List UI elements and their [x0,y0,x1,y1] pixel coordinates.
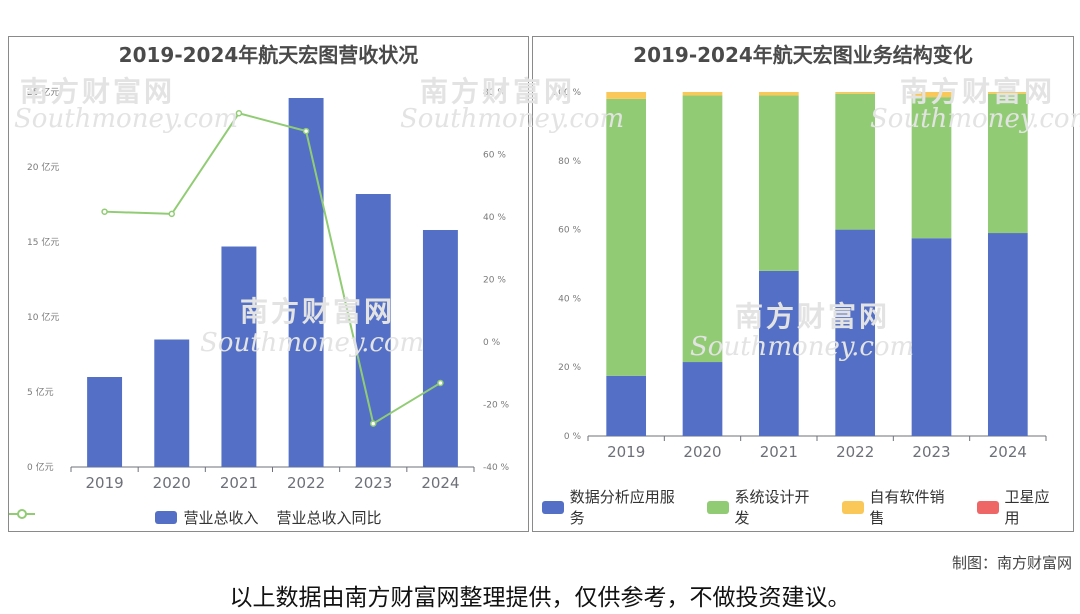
x-tick-label: 2024 [421,474,459,492]
x-tick-label: 2020 [683,443,721,461]
structure-chart-title: 2019-2024年航天宏图业务结构变化 [633,43,973,67]
revenue-chart-title: 2019-2024年航天宏图营收状况 [118,43,419,67]
y-left-tick-label: 0 亿元 [27,461,54,473]
stacked-bar-segment-0 [758,270,799,436]
y-right-tick-label: 20 % [483,276,506,286]
stacked-bar-segment-2 [835,92,876,94]
y-right-tick-label: -40 % [483,463,510,473]
x-tick-label: 2023 [354,474,392,492]
y-left-tick-label: 5 亿元 [27,386,54,398]
revenue-bar [422,230,458,467]
revenue-chart-panel: 2019-2024年航天宏图营收状况 0 亿元 5 亿元 10 亿元 15 亿元 20 … [8,36,529,532]
stacked-bar-segment-2 [911,92,952,98]
x-tick-label: 2019 [607,443,645,461]
legend-item-data-service[interactable]: 数据分析应用服务 [542,486,689,528]
x-tick-label: 2019 [85,474,123,492]
legend-item-software-sales[interactable]: 自有软件销售 [841,486,959,528]
legend-item-satellite-app[interactable]: 卫星应用 [976,486,1064,528]
legend-swatch-software-sales [841,500,864,514]
revenue-bar [154,339,190,467]
x-tick-label: 2024 [989,443,1027,461]
legend-swatch-satellite-app [976,500,999,514]
revenue-yoy-point [302,127,310,135]
y-left-tick-label: 10 亿元 [27,311,59,323]
legend-item-system-dev[interactable]: 系统设计开发 [706,486,824,528]
legend-label-data-service: 数据分析应用服务 [569,488,675,527]
x-tick-label: 2022 [287,474,325,492]
x-tick-label: 2021 [220,474,258,492]
y-right-tick-label: 40 % [483,213,506,223]
revenue-yoy-point [370,420,377,427]
x-tick-label: 2021 [760,443,798,461]
y-left-tick-label: 15 亿元 [27,236,59,248]
revenue-chart-legend: 营业总收入 营业总收入同比 [9,507,528,528]
revenue-yoy-point [101,208,108,215]
stacked-bar-segment-1 [835,93,876,230]
y-tick-label: 60 % [558,226,581,236]
stacked-bar-segment-0 [987,233,1028,436]
stacked-bar-segment-1 [911,97,952,239]
revenue-yoy-line [104,112,441,426]
x-tick-label: 2023 [912,443,950,461]
stacked-bar-segment-2 [987,92,1028,94]
legend-label-system-dev: 系统设计开发 [734,488,810,527]
legend-label-revenue-yoy: 营业总收入同比 [276,509,382,527]
revenue-bar [221,246,257,467]
y-left-tick-label: 25 亿元 [27,86,59,98]
y-right-tick-label: 80 % [483,88,506,98]
legend-item-revenue-yoy[interactable]: 营业总收入同比 [9,507,382,528]
revenue-yoy-point [437,379,444,387]
legend-swatch-revenue-yoy [9,509,35,519]
stacked-bar-segment-2 [758,92,799,96]
y-tick-label: 20 % [558,363,581,373]
y-right-tick-label: -20 % [483,401,510,411]
stacked-bar-segment-1 [987,93,1028,234]
stacked-bar-segment-0 [835,229,876,436]
y-tick-label: 0 % [564,432,582,442]
stacked-bar-segment-2 [682,92,723,96]
y-right-tick-label: 0 % [483,338,501,348]
legend-swatch-revenue [155,511,178,524]
legend-item-revenue[interactable]: 营业总收入 [155,507,259,528]
legend-swatch-system-dev [706,500,729,514]
legend-label-software-sales: 自有软件销售 [869,488,945,527]
x-tick-label: 2022 [836,443,874,461]
structure-chart-svg: 0 % 20 % 40 % 60 % 80 % 100 % 2019 2020 2021 2022… [552,88,1047,461]
legend-label-satellite-app: 卫星应用 [1004,488,1050,527]
revenue-yoy-point [235,110,243,117]
stacked-bar-segment-2 [606,92,647,99]
legend-label-revenue: 营业总收入 [183,509,259,527]
stacked-bar-segment-0 [682,362,723,436]
y-left-tick-label: 20 亿元 [27,161,59,173]
revenue-yoy-point [168,210,175,218]
revenue-chart-svg: 0 亿元 5 亿元 10 亿元 15 亿元 20 亿元 25 亿元 -40 % -20 % 0 … [27,86,510,492]
disclaimer-footer: 以上数据由南方财富网整理提供，仅供参考，不做投资建议。 [229,585,851,611]
stacked-bar-segment-1 [682,95,723,363]
y-tick-label: 100 % [552,88,581,98]
structure-chart-panel: 2019-2024年航天宏图业务结构变化 0 % 20 % 40 % 60 % 80 %… [532,36,1074,532]
x-tick-label: 2020 [153,474,191,492]
y-right-tick-label: 60 % [483,151,506,161]
stacked-bar-segment-0 [606,375,647,436]
legend-swatch-data-service [542,500,564,514]
stacked-bar-segment-1 [606,98,647,376]
stacked-bar-segment-1 [758,95,799,271]
y-tick-label: 40 % [558,294,581,304]
stacked-bar-segment-0 [911,238,952,436]
chart-credit: 制图：南方财富网 [951,554,1072,572]
revenue-bar [87,377,123,467]
revenue-bar [288,98,324,467]
y-tick-label: 80 % [558,157,581,167]
structure-chart-legend: 数据分析应用服务 系统设计开发 自有软件销售 卫星应用 [533,486,1073,528]
